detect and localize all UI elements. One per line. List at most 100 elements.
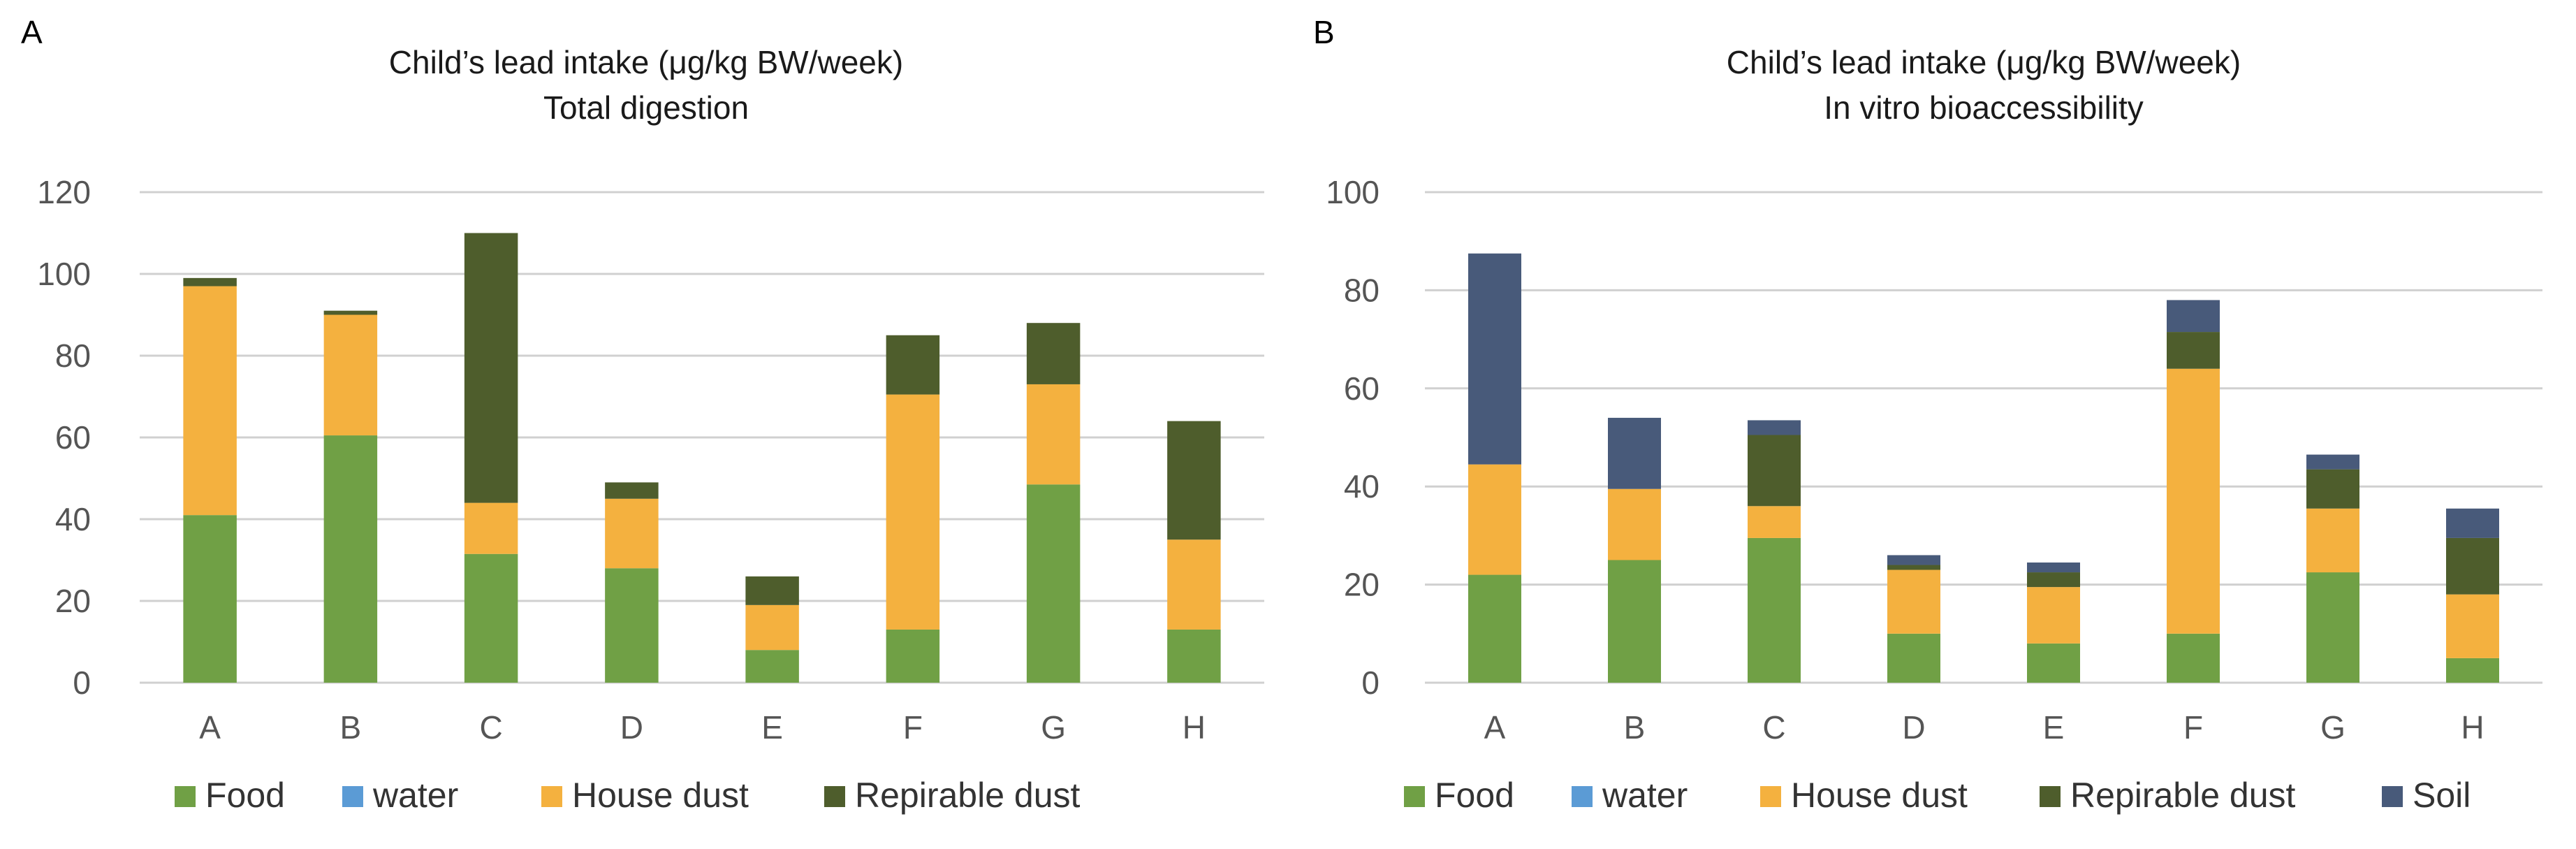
bar-segment (2167, 332, 2220, 369)
legend-label: House dust (572, 776, 749, 815)
x-tick-label: E (2043, 709, 2065, 746)
y-tick-label: 80 (55, 338, 91, 374)
y-tick-label: 40 (1344, 468, 1380, 505)
legend-swatch (2040, 786, 2061, 807)
bar-segment (2306, 469, 2359, 509)
bar-segment (605, 482, 659, 499)
y-tick-label: 40 (55, 501, 91, 537)
bar-segment (2167, 633, 2220, 683)
chart-subtitle: Total digestion (543, 89, 749, 126)
bar-segment (1026, 323, 1081, 384)
legend-label: Repirable dust (2070, 776, 2296, 815)
bar-segment (2306, 572, 2359, 683)
x-tick-label: A (199, 709, 221, 746)
bar-segment (1608, 560, 1661, 683)
bar-segment (183, 277, 237, 286)
legend-swatch (175, 786, 196, 807)
bar-segment (605, 498, 659, 569)
y-tick-label: 20 (55, 583, 91, 619)
bar-segment (1887, 555, 1940, 565)
bar-segment (464, 553, 518, 683)
bar-segment (2446, 508, 2499, 538)
bar-segment (2027, 572, 2080, 588)
bar-segment (1468, 253, 1521, 465)
panel-label: B (1313, 14, 1335, 50)
bar-segment (605, 568, 659, 683)
legend-swatch (342, 786, 363, 807)
x-tick-label: H (2461, 709, 2484, 746)
legend-label: Repirable dust (855, 776, 1081, 815)
bar-segment (323, 310, 378, 315)
legend-swatch (824, 786, 845, 807)
chart-panel-b: B Child’s lead intake (μg/kg BW/week) In… (1313, 14, 2542, 815)
y-tick-label: 60 (1344, 370, 1380, 407)
y-tick-label: 0 (73, 665, 91, 701)
bar-segment (323, 435, 378, 683)
legend-label: water (1602, 776, 1688, 815)
bar-segment (1748, 537, 1801, 683)
legend-label: House dust (1791, 776, 1968, 815)
bar-segment (2446, 594, 2499, 658)
y-tick-label: 100 (1326, 174, 1380, 210)
bar-segment (1748, 506, 1801, 538)
y-tick-label: 120 (37, 174, 91, 210)
bar-segment (2167, 368, 2220, 634)
bar-segment (464, 233, 518, 503)
x-tick-label: C (1762, 709, 1785, 746)
chart-title: Child’s lead intake (μg/kg BW/week) (1727, 44, 2241, 80)
x-tick-label: C (480, 709, 503, 746)
x-tick-label: G (2320, 709, 2346, 746)
bar-segment (2306, 508, 2359, 573)
x-tick-label: D (1902, 709, 1925, 746)
legend-label: Food (1435, 776, 1514, 815)
bar-segment (1608, 417, 1661, 489)
bar-segment (1748, 435, 1801, 507)
y-tick-label: 0 (1361, 665, 1380, 701)
bar-segment (1608, 488, 1661, 560)
bar-segment (183, 515, 237, 683)
bar-segment (1026, 484, 1081, 683)
bar-segment (1026, 384, 1081, 485)
bar-segment (886, 394, 940, 630)
legend-swatch (2382, 786, 2403, 807)
legend-swatch (1404, 786, 1425, 807)
y-tick-label: 100 (37, 256, 91, 292)
bar-segment (323, 314, 378, 436)
legend-swatch (541, 786, 562, 807)
x-tick-label: G (1041, 709, 1066, 746)
y-tick-label: 20 (1344, 567, 1380, 603)
bar-segment (745, 576, 799, 605)
bar-segment (2446, 537, 2499, 595)
x-tick-label: E (761, 709, 783, 746)
bar-segment (183, 286, 237, 516)
bar-segment (1167, 629, 1221, 683)
x-tick-label: B (340, 709, 362, 746)
bar-segment (886, 335, 940, 395)
bar-segment (1468, 464, 1521, 575)
bar-segment (2446, 658, 2499, 683)
x-tick-label: F (903, 709, 923, 746)
bar-segment (745, 604, 799, 651)
legend-label: Soil (2413, 776, 2471, 815)
x-tick-label: F (2183, 709, 2203, 746)
bar-segment (745, 650, 799, 683)
bar-segment (1748, 420, 1801, 435)
bar-segment (2027, 587, 2080, 644)
legend-swatch (1572, 786, 1593, 807)
y-tick-label: 60 (55, 419, 91, 456)
bar-segment (2306, 454, 2359, 470)
bar-segment (1468, 574, 1521, 683)
legend-swatch (1760, 786, 1781, 807)
bar-segment (1167, 539, 1221, 630)
bar-segment (1167, 421, 1221, 540)
bar-segment (1887, 569, 1940, 634)
chart-title: Child’s lead intake (μg/kg BW/week) (389, 44, 903, 80)
chart-subtitle: In vitro bioaccessibility (1824, 89, 2144, 126)
bar-segment (1887, 565, 1940, 570)
bar-segment (464, 502, 518, 554)
x-tick-label: A (1484, 709, 1506, 746)
x-tick-label: D (620, 709, 643, 746)
bar-segment (2167, 300, 2220, 333)
chart-panel-a: A Child’s lead intake (μg/kg BW/week) To… (21, 14, 1264, 815)
